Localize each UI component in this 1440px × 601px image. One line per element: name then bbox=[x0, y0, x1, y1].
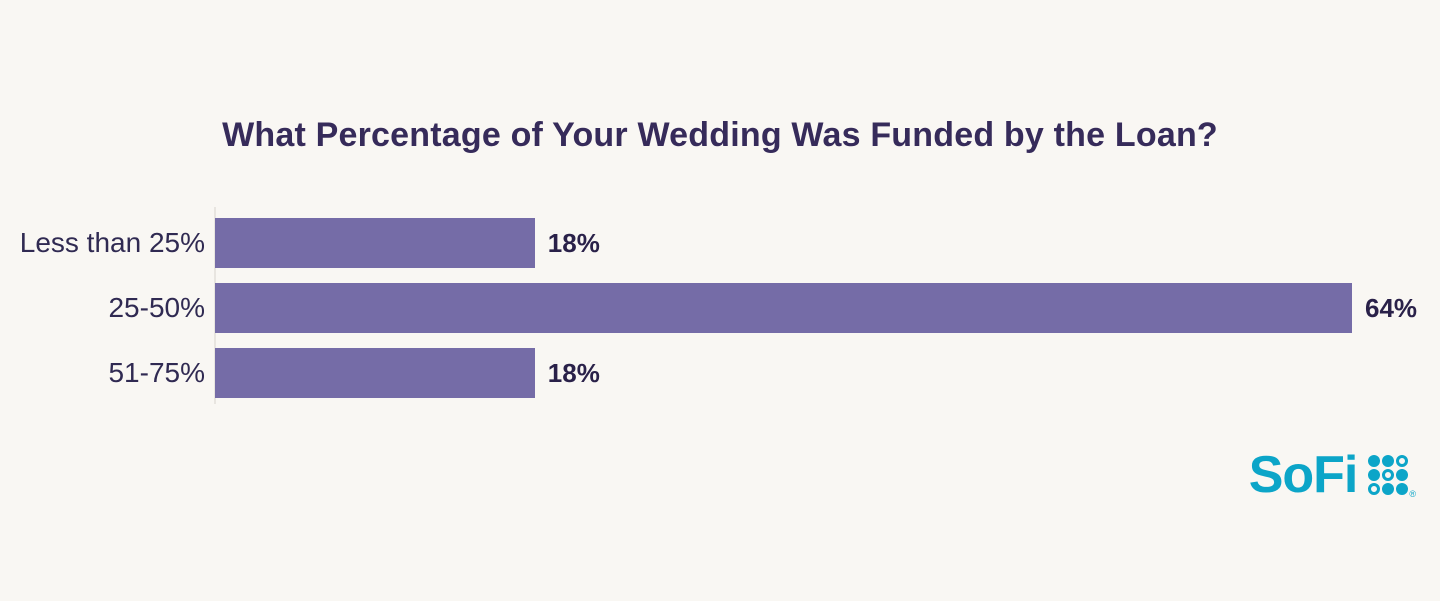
category-label: 51-75% bbox=[108, 357, 205, 388]
bar-row: 25-50% 64% bbox=[0, 283, 1440, 333]
chart-title: What Percentage of Your Wedding Was Fund… bbox=[222, 116, 1218, 154]
bar-track: 64% bbox=[215, 283, 1417, 333]
bar-row: Less than 25% 18% bbox=[0, 218, 1440, 268]
dot-outline bbox=[1382, 469, 1395, 481]
dot-filled bbox=[1368, 455, 1381, 467]
dot-filled bbox=[1382, 483, 1395, 495]
dot-outline bbox=[1368, 483, 1381, 495]
dot-outline bbox=[1396, 455, 1409, 467]
category-label: Less than 25% bbox=[19, 227, 205, 258]
category-label: 25-50% bbox=[108, 292, 205, 323]
bar-track: 18% bbox=[215, 348, 1352, 398]
bar-track: 18% bbox=[215, 218, 1352, 268]
registered-trademark: ® bbox=[1409, 489, 1416, 499]
bar bbox=[215, 348, 535, 398]
dot-filled bbox=[1368, 469, 1381, 481]
value-label: 18% bbox=[547, 357, 600, 388]
bar bbox=[215, 283, 1352, 333]
bar-row: 51-75% 18% bbox=[0, 348, 1440, 398]
value-label: 64% bbox=[1365, 292, 1418, 323]
sofi-logo: SoFi ® bbox=[1249, 449, 1416, 501]
dot-filled bbox=[1396, 483, 1409, 495]
sofi-logo-text: SoFi bbox=[1248, 446, 1359, 504]
bar bbox=[215, 218, 535, 268]
value-label: 18% bbox=[547, 227, 600, 258]
sofi-dots-icon bbox=[1368, 455, 1409, 495]
dot-filled bbox=[1382, 455, 1395, 467]
bar-chart: Less than 25% 18% 25-50% 64% 51-75% 18% bbox=[0, 207, 1440, 404]
dot-filled bbox=[1396, 469, 1409, 481]
